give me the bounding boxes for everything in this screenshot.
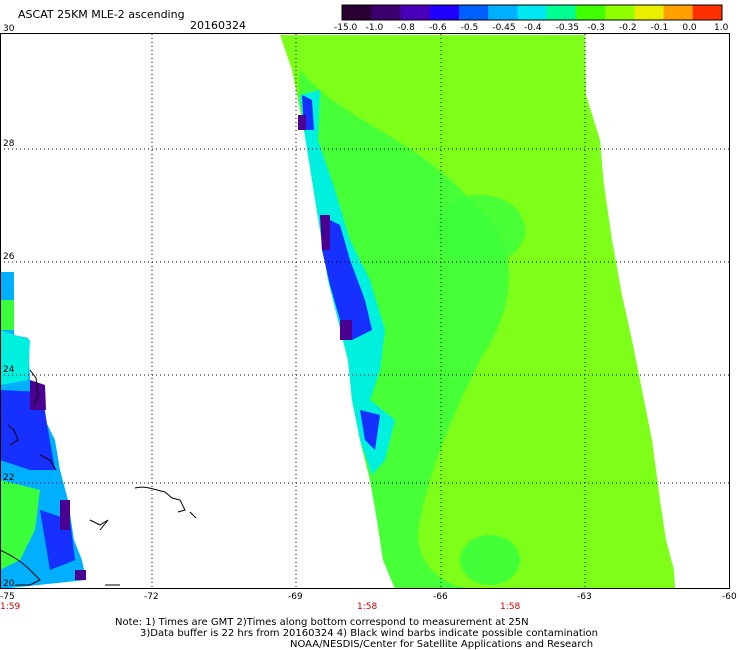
swath-green-patch-2: [460, 535, 520, 585]
longitude-tick-label: -72: [144, 592, 159, 602]
time-label: 1:58: [357, 602, 377, 612]
latitude-tick-label: 20: [3, 579, 14, 589]
latitude-tick-label: 26: [3, 252, 14, 262]
note-line-2: 3)Data buffer is 22 hrs from 20160324 4)…: [140, 628, 598, 639]
time-label: 1:58: [500, 602, 520, 612]
time-label: 1:59: [0, 602, 20, 612]
latitude-tick-label: 24: [3, 365, 14, 375]
latitude-tick-label: 28: [3, 139, 14, 149]
latitude-tick-label: 30: [3, 24, 14, 34]
longitude-tick-label: -69: [288, 592, 303, 602]
longitude-tick-label: -63: [577, 592, 592, 602]
longitude-tick-label: -60: [722, 592, 737, 602]
note-line-1: Note: 1) Times are GMT 2)Times along bot…: [115, 617, 529, 628]
note-line-3: NOAA/NESDIS/Center for Satellite Applica…: [290, 639, 593, 650]
latitude-tick-label: 22: [3, 473, 14, 483]
longitude-tick-label: -75: [0, 592, 15, 602]
swath-green-patch: [435, 195, 525, 265]
longitude-tick-label: -66: [433, 592, 448, 602]
